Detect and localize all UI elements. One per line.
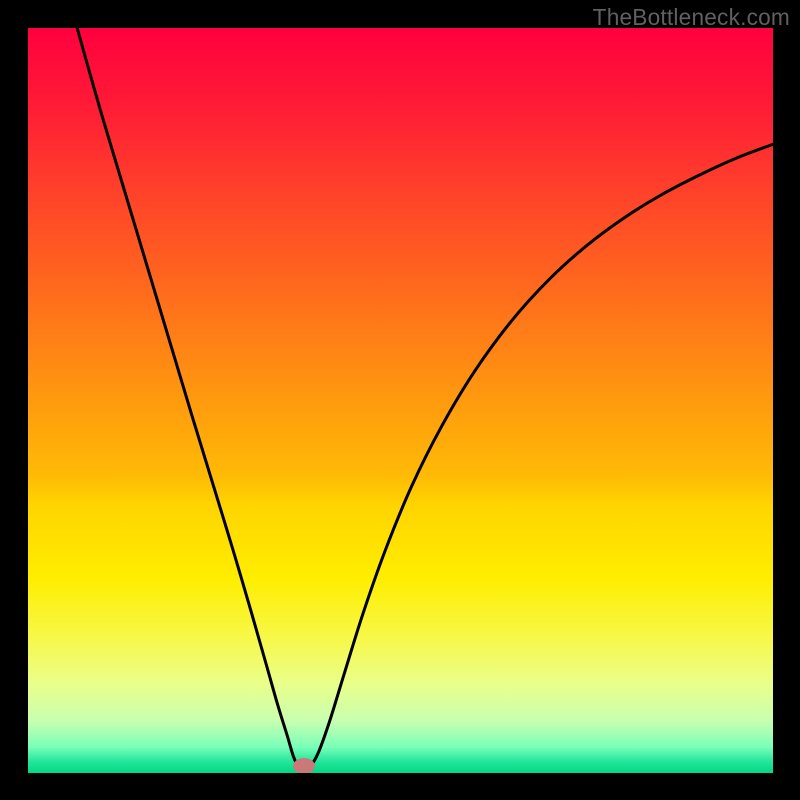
plot-area [28,28,773,773]
optimum-marker [293,758,315,773]
bottleneck-curve [28,28,773,773]
watermark-text: TheBottleneck.com [593,4,790,31]
chart-stage: TheBottleneck.com [0,0,800,800]
